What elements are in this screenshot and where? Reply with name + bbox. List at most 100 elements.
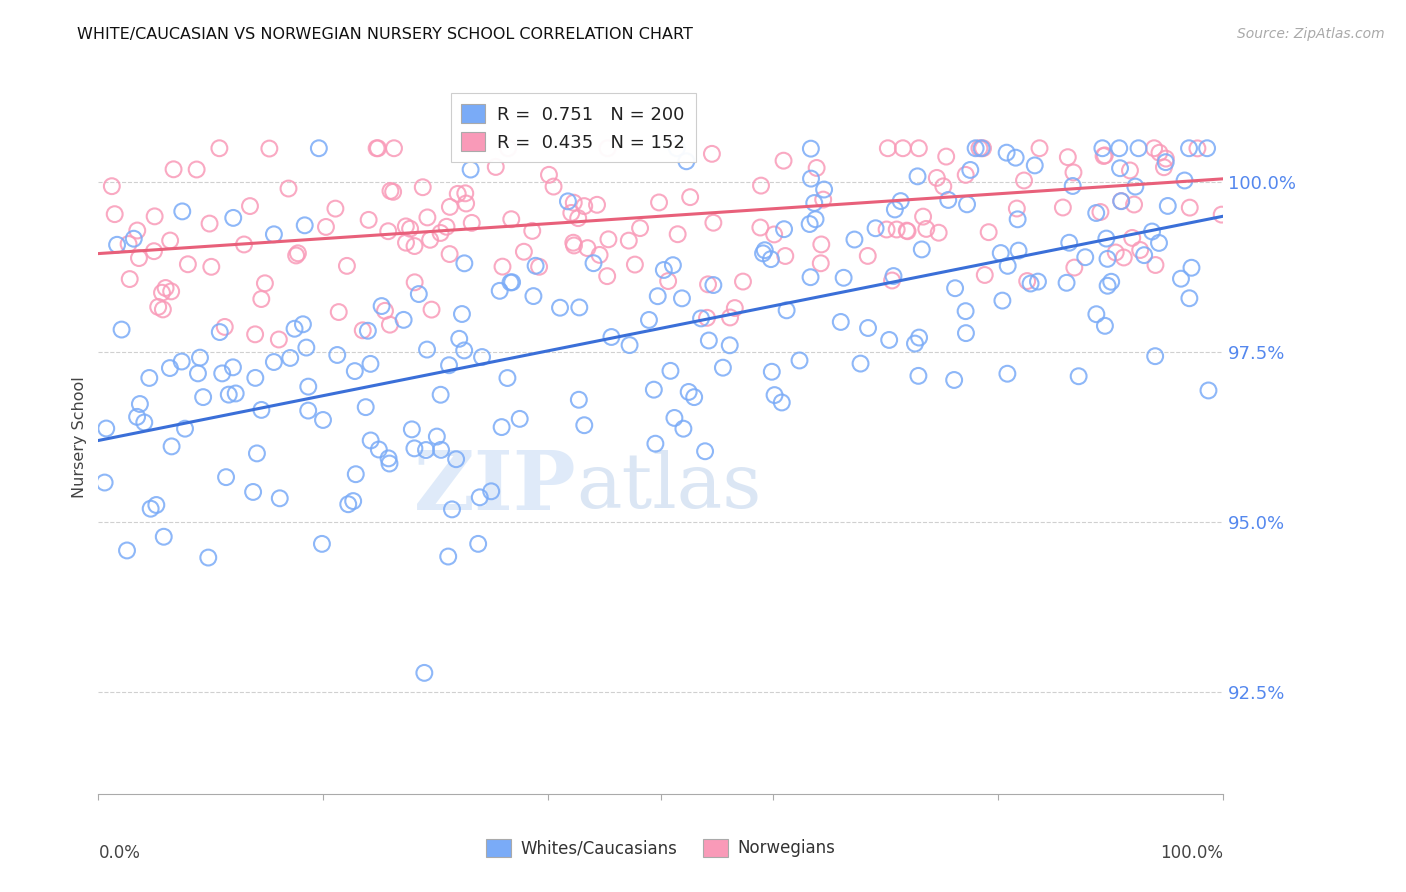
Point [242, 485, 264, 500]
Point [761, 365, 783, 379]
Point [596, 141, 619, 155]
Point [567, 211, 589, 226]
Point [468, 491, 491, 505]
Point [763, 388, 786, 402]
Point [295, 341, 318, 355]
Point [218, 387, 240, 401]
Point [250, 403, 273, 417]
Point [876, 141, 898, 155]
Point [117, 237, 139, 252]
Point [501, 275, 523, 289]
Point [491, 420, 513, 434]
Point [412, 180, 434, 194]
Point [336, 259, 359, 273]
Point [440, 502, 463, 516]
Point [1097, 252, 1119, 266]
Point [624, 258, 647, 272]
Point [522, 289, 544, 303]
Point [451, 307, 474, 321]
Point [419, 233, 441, 247]
Point [222, 211, 245, 225]
Point [697, 277, 720, 292]
Point [401, 422, 423, 436]
Point [152, 530, 174, 544]
Point [128, 251, 150, 265]
Point [267, 333, 290, 347]
Point [437, 358, 460, 372]
Point [800, 142, 823, 156]
Point [499, 276, 522, 290]
Point [678, 384, 700, 399]
Point [752, 246, 775, 260]
Point [1197, 141, 1219, 155]
Point [1012, 173, 1035, 187]
Point [1091, 141, 1114, 155]
Point [444, 452, 467, 467]
Point [1153, 161, 1175, 175]
Point [439, 200, 461, 214]
Point [488, 284, 510, 298]
Point [619, 338, 641, 352]
Point [969, 141, 991, 155]
Point [524, 259, 547, 273]
Point [283, 322, 305, 336]
Point [416, 343, 439, 357]
Point [415, 442, 437, 457]
Point [404, 275, 426, 289]
Point [943, 281, 966, 295]
Point [896, 224, 918, 238]
Point [456, 196, 478, 211]
Point [789, 353, 811, 368]
Point [413, 665, 436, 680]
Point [1062, 165, 1084, 179]
Point [366, 141, 388, 155]
Point [160, 439, 183, 453]
Point [973, 268, 995, 282]
Point [830, 315, 852, 329]
Point [1095, 231, 1118, 245]
Point [665, 141, 688, 155]
Point [343, 364, 366, 378]
Point [1052, 201, 1074, 215]
Point [162, 162, 184, 177]
Point [404, 239, 426, 253]
Point [1180, 260, 1202, 275]
Point [177, 257, 200, 271]
Point [548, 301, 571, 315]
Point [380, 184, 402, 198]
Point [1067, 369, 1090, 384]
Point [377, 224, 399, 238]
Point [1105, 245, 1128, 260]
Point [813, 182, 835, 196]
Point [197, 550, 219, 565]
Point [1174, 173, 1197, 187]
Point [408, 287, 430, 301]
Point [453, 343, 475, 358]
Point [560, 206, 582, 220]
Point [174, 422, 197, 436]
Point [886, 222, 908, 236]
Point [557, 194, 579, 209]
Point [628, 221, 651, 235]
Point [429, 226, 451, 240]
Point [904, 336, 927, 351]
Point [690, 311, 713, 326]
Point [122, 232, 145, 246]
Point [367, 442, 389, 457]
Point [449, 332, 471, 346]
Point [1143, 141, 1166, 155]
Point [1019, 277, 1042, 291]
Point [200, 260, 222, 274]
Point [96, 421, 118, 435]
Point [1140, 225, 1163, 239]
Point [731, 275, 754, 289]
Point [186, 162, 208, 177]
Point [250, 292, 273, 306]
Point [644, 436, 666, 450]
Point [1004, 151, 1026, 165]
Point [666, 227, 689, 242]
Point [328, 305, 350, 319]
Point [127, 409, 149, 424]
Point [101, 179, 124, 194]
Point [995, 367, 1018, 381]
